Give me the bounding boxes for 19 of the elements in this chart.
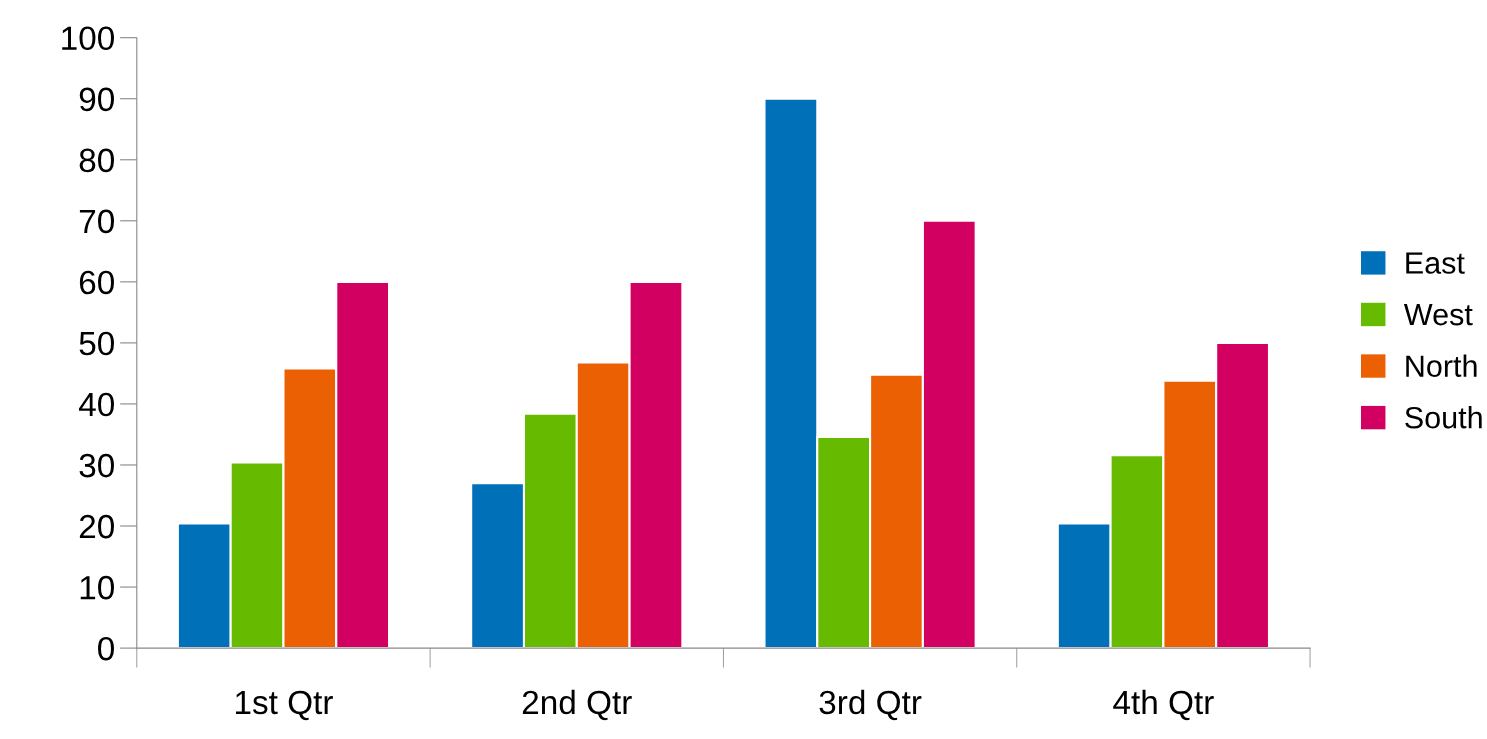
x-tick-label: 4th Qtr: [1113, 689, 1214, 721]
x-tick-label: 2nd Qtr: [522, 689, 632, 721]
y-tick-label: 80: [79, 148, 114, 173]
y-tick-label: 60: [79, 270, 114, 295]
y-tick-label: 0: [98, 636, 114, 661]
legend-label: West: [1403, 304, 1473, 326]
y-tick-label: 100: [62, 26, 114, 51]
legend-label: North: [1406, 354, 1477, 377]
legend-label: South: [1405, 406, 1482, 429]
y-tick-label: 40: [78, 392, 114, 417]
y-tick-label: 10: [80, 575, 114, 600]
x-tick-label: 3rd Qtr: [819, 689, 922, 721]
y-tick-label: 70: [79, 209, 114, 234]
y-tick-label: 90: [79, 87, 114, 112]
y-tick-label: 20: [79, 514, 114, 539]
y-tick-label: 30: [79, 453, 114, 478]
y-tick-label: 50: [79, 331, 114, 356]
x-tick-label: 1st Qtr: [236, 690, 333, 721]
legend-label: East: [1406, 252, 1465, 274]
